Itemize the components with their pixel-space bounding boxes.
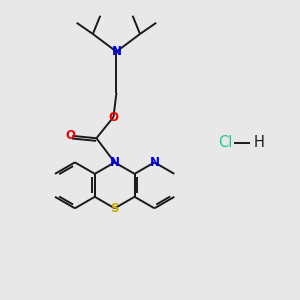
Text: N: N <box>111 45 122 58</box>
Text: N: N <box>149 156 159 169</box>
Text: S: S <box>110 202 119 215</box>
Text: H: H <box>254 135 264 150</box>
Text: N: N <box>110 156 120 169</box>
Text: O: O <box>65 129 75 142</box>
Text: Cl: Cl <box>218 135 232 150</box>
Text: O: O <box>109 110 118 124</box>
